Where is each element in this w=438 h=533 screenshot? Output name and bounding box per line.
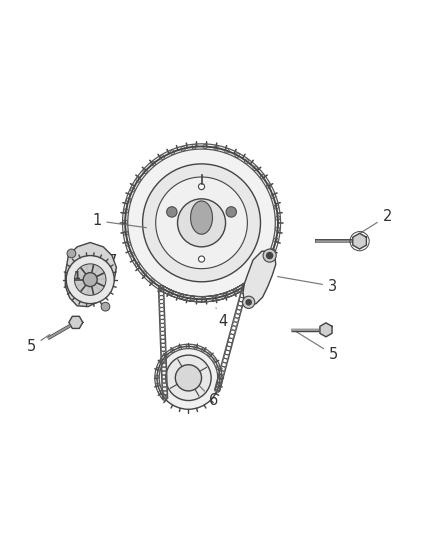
- Text: 1: 1: [92, 213, 146, 228]
- Circle shape: [166, 207, 177, 217]
- Polygon shape: [65, 243, 117, 306]
- Polygon shape: [69, 317, 83, 328]
- Circle shape: [125, 147, 278, 299]
- Text: 3: 3: [278, 277, 337, 294]
- Circle shape: [155, 177, 247, 269]
- Polygon shape: [76, 273, 90, 287]
- Circle shape: [177, 199, 226, 247]
- Text: 1: 1: [74, 271, 81, 281]
- Circle shape: [198, 183, 205, 190]
- Polygon shape: [87, 280, 100, 294]
- Polygon shape: [77, 266, 90, 280]
- Polygon shape: [86, 265, 99, 280]
- Text: 6: 6: [193, 378, 219, 408]
- Text: 5: 5: [27, 334, 50, 354]
- Circle shape: [166, 355, 211, 400]
- Circle shape: [66, 256, 114, 304]
- Polygon shape: [78, 280, 90, 294]
- Circle shape: [143, 164, 261, 282]
- Circle shape: [67, 249, 76, 258]
- Polygon shape: [320, 323, 332, 337]
- Text: 5: 5: [293, 330, 338, 362]
- Circle shape: [101, 302, 110, 311]
- Text: 4: 4: [216, 308, 228, 328]
- Text: 7: 7: [97, 253, 117, 269]
- Circle shape: [175, 365, 201, 391]
- Circle shape: [263, 249, 276, 262]
- Polygon shape: [191, 201, 212, 234]
- Polygon shape: [243, 251, 276, 306]
- Circle shape: [198, 256, 205, 262]
- Polygon shape: [353, 233, 367, 249]
- Circle shape: [83, 272, 97, 287]
- Polygon shape: [90, 268, 104, 280]
- Circle shape: [267, 253, 273, 259]
- Circle shape: [246, 300, 251, 305]
- Circle shape: [243, 296, 255, 309]
- Circle shape: [157, 346, 220, 409]
- Text: 2: 2: [357, 209, 392, 236]
- Polygon shape: [90, 278, 104, 290]
- Circle shape: [226, 207, 237, 217]
